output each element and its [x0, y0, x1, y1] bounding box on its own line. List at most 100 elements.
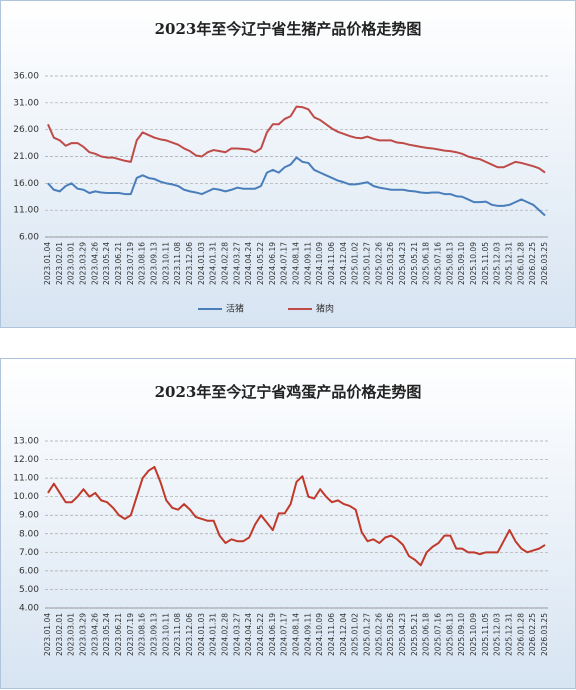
x-tick-label: 2025.12.31: [505, 613, 514, 656]
x-tick-label: 2023.05.24: [102, 242, 111, 285]
x-tick-label: 2025.05.21: [410, 613, 419, 656]
x-tick-label: 2024.08.14: [292, 613, 301, 656]
x-tick-label: 2025.12.03: [493, 613, 502, 656]
x-tick-label: 2023.08.16: [138, 613, 147, 656]
y-tick-label: 31.00: [13, 98, 39, 108]
y-tick-label: 11.00: [13, 206, 39, 216]
x-tick-label: 2025.09.10: [457, 613, 466, 656]
y-tick-label: 21.00: [13, 152, 39, 162]
x-tick-label: 2026.02.25: [528, 613, 537, 656]
x-tick-label: 2024.01.03: [197, 613, 206, 656]
x-tick-label: 2024.12.04: [339, 242, 348, 285]
x-tick-label: 2025.03.26: [386, 242, 395, 285]
x-tick-label: 2025.03.26: [386, 613, 395, 656]
x-tick-label: 2025.11.05: [481, 613, 490, 656]
x-tick-label: 2024.05.22: [256, 242, 265, 285]
x-tick-label: 2023.12.06: [185, 613, 194, 656]
y-tick-label: 36.00: [13, 72, 39, 82]
y-tick-label: 7.00: [19, 548, 39, 558]
x-tick-label: 2025.12.31: [505, 242, 514, 285]
x-tick-label: 2024.06.19: [268, 613, 277, 656]
x-tick-label: 2023.06.21: [114, 242, 123, 285]
x-tick-label: 2023.04.26: [90, 613, 99, 656]
y-tick-label: 9.00: [19, 511, 39, 521]
x-tick-label: 2025.02.26: [374, 613, 383, 656]
x-tick-label: 2025.06.18: [422, 242, 431, 285]
x-tick-label: 2024.09.11: [303, 242, 312, 285]
x-tick-label: 2023.12.06: [185, 242, 194, 285]
x-tick-label: 2023.03.01: [67, 613, 76, 656]
x-tick-label: 2025.01.27: [363, 613, 372, 656]
x-tick-label: 2025.01.02: [351, 242, 360, 285]
x-tick-label: 2023.01.04: [43, 242, 52, 285]
x-tick-label: 2024.07.17: [280, 613, 289, 656]
chart: 2023年至今辽宁省生猪产品价格走势图 6.00 11.00 16.00 21.00 26…: [0, 0, 576, 328]
x-tick-label: 2023.01.04: [43, 613, 52, 656]
x-tick-label: 2023.04.26: [90, 242, 99, 285]
x-tick-label: 2025.06.18: [422, 613, 431, 656]
x-tick-label: 2024.12.04: [339, 613, 348, 656]
x-tick-label: 2025.11.05: [481, 242, 490, 285]
legend-label: 活猪: [226, 303, 244, 315]
x-tick-label: 2025.10.09: [469, 242, 478, 285]
x-tick-label: 2024.04.24: [244, 613, 253, 656]
y-tick-label: 16.00: [13, 179, 39, 189]
x-tick-label: 2024.10.09: [315, 242, 324, 285]
x-tick-label: 2023.05.24: [102, 613, 111, 656]
x-tick-label: 2024.01.03: [197, 242, 206, 285]
series-line: [47, 156, 546, 217]
x-tick-label: 2023.07.19: [126, 242, 135, 285]
y-tick-label: 12.00: [13, 455, 39, 465]
x-tick-label: 2025.01.02: [351, 613, 360, 656]
x-tick-label: 2023.07.19: [126, 613, 135, 656]
x-tick-label: 2025.09.10: [457, 242, 466, 285]
y-tick-label: 6.00: [19, 566, 39, 576]
x-tick-label: 2023.09.13: [149, 613, 158, 656]
x-tick-label: 2024.03.27: [232, 613, 241, 656]
x-tick-label: 2024.01.31: [209, 613, 218, 656]
legend-label: 猪肉: [316, 303, 334, 315]
x-tick-label: 2026.02.25: [528, 242, 537, 285]
x-tick-label: 2025.05.21: [410, 242, 419, 285]
x-tick-label: 2023.10.11: [161, 242, 170, 285]
x-tick-label: 2026.03.25: [540, 242, 549, 285]
x-tick-label: 2024.02.28: [220, 242, 229, 285]
x-tick-label: 2023.11.08: [173, 242, 182, 285]
x-tick-label: 2023.03.01: [67, 242, 76, 285]
x-tick-label: 2024.01.31: [209, 242, 218, 285]
x-tick-label: 2024.09.11: [303, 613, 312, 656]
x-tick-label: 2023.06.21: [114, 613, 123, 656]
x-tick-label: 2024.03.27: [232, 242, 241, 285]
x-tick-label: 2025.02.26: [374, 242, 383, 285]
x-tick-label: 2023.03.29: [78, 242, 87, 285]
x-tick-label: 2025.10.09: [469, 613, 478, 656]
x-tick-label: 2024.11.06: [327, 242, 336, 285]
x-tick-label: 2024.02.28: [220, 613, 229, 656]
chart-background: [0, 0, 576, 328]
x-tick-label: 2024.06.19: [268, 242, 277, 285]
x-tick-label: 2023.09.13: [149, 242, 158, 285]
y-tick-label: 10.00: [13, 492, 39, 502]
x-tick-label: 2023.08.16: [138, 242, 147, 285]
x-tick-label: 2026.03.25: [540, 613, 549, 656]
chart-title: 2023年至今辽宁省生猪产品价格走势图: [155, 20, 422, 38]
x-tick-label: 2024.11.06: [327, 613, 336, 656]
x-tick-label: 2023.02.01: [55, 242, 64, 285]
x-tick-label: 2026.01.28: [516, 613, 525, 656]
x-tick-label: 2023.11.08: [173, 613, 182, 656]
y-tick-label: 4.00: [19, 604, 39, 614]
y-tick-label: 13.00: [13, 437, 39, 447]
y-tick-label: 6.00: [19, 233, 39, 243]
x-tick-label: 2024.08.14: [292, 242, 301, 285]
chart-background: [0, 358, 576, 689]
x-tick-label: 2023.03.29: [78, 613, 87, 656]
x-tick-label: 2025.04.23: [398, 242, 407, 285]
x-tick-label: 2025.04.23: [398, 613, 407, 656]
chart: 2023年至今辽宁省鸡蛋产品价格走势图 4.00 5.00 6.00 7.00 8.00 9…: [0, 358, 576, 689]
x-tick-label: 2025.01.27: [363, 242, 372, 285]
y-tick-label: 11.00: [13, 474, 39, 484]
x-tick-label: 2025.07.16: [434, 613, 443, 656]
x-tick-label: 2023.10.11: [161, 613, 170, 656]
